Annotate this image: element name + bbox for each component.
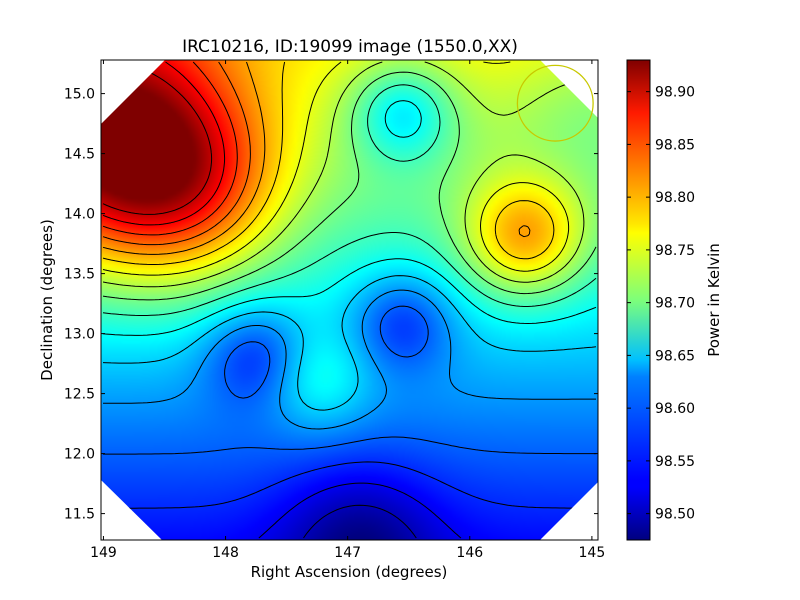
contour-line xyxy=(103,305,596,455)
contour-line xyxy=(102,84,597,316)
y-tick-label: 12.0 xyxy=(64,447,95,463)
contour-line xyxy=(103,289,596,430)
x-axis-label: Right Ascension (degrees) xyxy=(251,563,448,581)
contour-lines xyxy=(102,61,597,539)
y-axis-label: Declination (degrees) xyxy=(38,219,56,381)
contour-line xyxy=(102,71,597,301)
contour-line xyxy=(102,61,226,226)
colorbar-tick-label: 98.60 xyxy=(655,401,695,417)
contour-line xyxy=(102,61,531,255)
colorbar-tick-label: 98.85 xyxy=(655,137,695,153)
x-tick-label: 146 xyxy=(456,545,483,561)
contour-line xyxy=(102,61,570,276)
y-tick-label: 11.5 xyxy=(64,507,95,523)
colorbar-tick-label: 98.90 xyxy=(655,85,695,101)
contour-line xyxy=(258,482,462,539)
plot-frame xyxy=(100,59,599,541)
colorbar-tick-label: 98.50 xyxy=(655,507,695,523)
contour-line xyxy=(103,61,597,288)
colorbar xyxy=(626,59,651,541)
y-tick-label: 12.5 xyxy=(64,387,95,403)
x-tick-label: 145 xyxy=(579,545,606,561)
contour-line xyxy=(102,61,555,265)
x-tick-label: 147 xyxy=(334,545,361,561)
y-axis: 11.5 12.0 12.5 13.0 13.5 14.0 14.5 15.0 xyxy=(64,87,598,523)
colorbar-label: Power in Kelvin xyxy=(705,243,723,357)
colorbar-tick-label: 98.80 xyxy=(655,190,695,206)
contour-line xyxy=(102,61,238,236)
contour-line xyxy=(102,61,251,246)
y-tick-label: 14.5 xyxy=(64,147,95,163)
y-tick-label: 13.5 xyxy=(64,267,95,283)
y-tick-label: 15.0 xyxy=(64,87,95,103)
colorbar-tick-label: 98.70 xyxy=(655,296,695,312)
chart-title: IRC10216, ID:19099 image (1550.0,XX) xyxy=(182,37,518,57)
beam-circle xyxy=(516,64,594,142)
x-tick-label: 149 xyxy=(90,545,117,561)
x-axis: 149 148 147 146 145 xyxy=(90,60,605,561)
contour-line xyxy=(102,275,597,411)
y-tick-label: 14.0 xyxy=(64,207,95,223)
colorbar-tick-label: 98.65 xyxy=(655,348,695,364)
colorbar-tick-label: 98.75 xyxy=(655,243,695,259)
contour-line xyxy=(103,461,596,509)
y-tick-label: 13.0 xyxy=(64,327,95,343)
contour-line xyxy=(102,100,597,336)
colorbar-tick-label: 98.55 xyxy=(655,454,695,470)
x-tick-label: 148 xyxy=(212,545,239,561)
heatmap-image xyxy=(101,60,598,540)
colorbar-axis: 98.50 98.55 98.60 98.65 98.70 98.75 98.80 98.85… xyxy=(627,85,695,523)
contour-line xyxy=(303,504,417,539)
